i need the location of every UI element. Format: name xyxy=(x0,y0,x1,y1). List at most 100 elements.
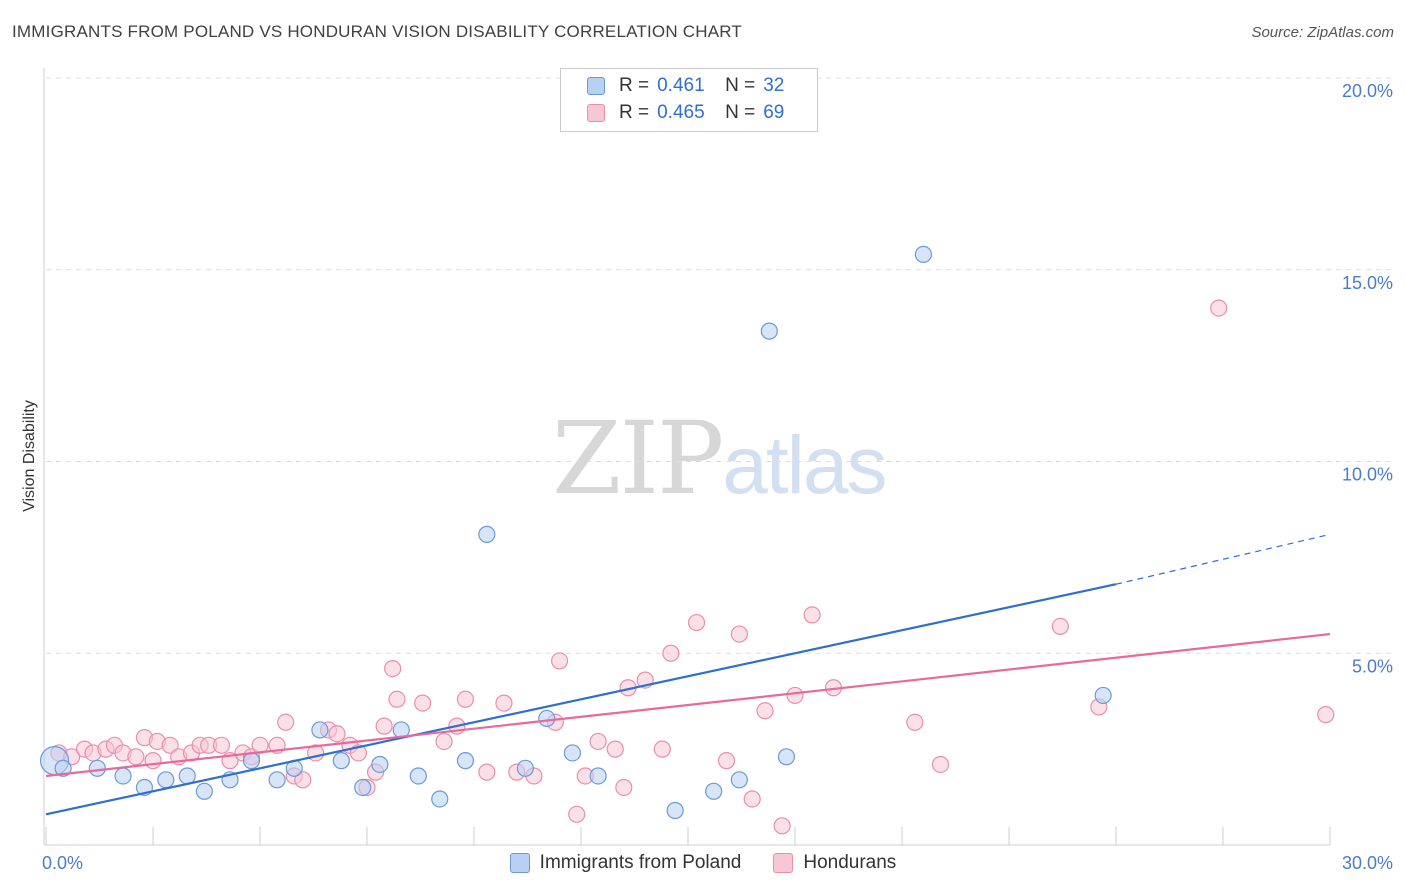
point-hondurans[interactable] xyxy=(803,606,821,624)
point-poland[interactable] xyxy=(730,771,748,789)
point-poland[interactable] xyxy=(777,748,796,766)
point-hondurans[interactable] xyxy=(1051,617,1069,636)
point-poland[interactable] xyxy=(666,801,684,820)
legend-label-hondurans: Hondurans xyxy=(803,852,897,873)
point-hondurans[interactable] xyxy=(384,659,402,678)
label-layer: 5.0% 10.0% 15.0% 20.0% 0.0% 30.0% Vision Disab… xyxy=(21,81,1393,873)
point-poland[interactable] xyxy=(371,755,389,774)
grid-layer xyxy=(46,77,1396,654)
point-poland[interactable] xyxy=(311,721,329,739)
point-poland[interactable] xyxy=(456,752,475,770)
y-tick-label: 10.0% xyxy=(1342,465,1393,485)
watermark-zip: ZIP xyxy=(552,400,724,517)
point-poland[interactable] xyxy=(114,767,132,785)
point-hondurans[interactable] xyxy=(478,763,496,781)
legend-swatch-hondurans xyxy=(773,853,794,873)
point-poland[interactable] xyxy=(1094,686,1112,705)
point-hondurans[interactable] xyxy=(127,748,145,766)
legend-n-value: 69 xyxy=(763,102,785,123)
series-legend: Immigrants from Poland Hondurans xyxy=(0,852,1406,874)
point-poland[interactable] xyxy=(538,709,556,728)
legend-swatch-hondurans xyxy=(587,104,605,122)
point-hondurans[interactable] xyxy=(495,694,513,712)
legend-r-label: R = xyxy=(619,75,650,96)
y-tick-label: 15.0% xyxy=(1342,273,1393,293)
point-hondurans[interactable] xyxy=(212,736,231,754)
point-hondurans[interactable] xyxy=(786,686,804,705)
point-poland[interactable] xyxy=(54,759,72,777)
watermark: ZIPatlas xyxy=(552,400,888,517)
legend-n-label: N = xyxy=(725,75,756,96)
point-poland[interactable] xyxy=(332,752,350,770)
point-poland[interactable] xyxy=(760,322,778,340)
point-hondurans[interactable] xyxy=(435,732,453,751)
point-hondurans[interactable] xyxy=(743,790,761,808)
point-poland[interactable] xyxy=(178,767,196,785)
legend-item-hondurans[interactable]: Hondurans xyxy=(773,852,896,874)
point-poland[interactable] xyxy=(563,744,582,762)
point-poland[interactable] xyxy=(195,782,213,800)
point-hondurans[interactable] xyxy=(589,732,607,751)
trendline-poland-extension xyxy=(1115,533,1331,585)
point-hondurans[interactable] xyxy=(687,613,706,632)
point-hondurans[interactable] xyxy=(294,771,312,789)
point-hondurans[interactable] xyxy=(717,752,736,770)
correlation-legend: R = 0.461 N = 32 R = 0.465 N = 69 xyxy=(560,68,818,132)
point-hondurans[interactable] xyxy=(161,736,179,754)
point-poland[interactable] xyxy=(478,525,496,543)
legend-swatch-poland xyxy=(509,853,530,873)
legend-r-value: 0.465 xyxy=(657,102,705,123)
legend-label-poland: Immigrants from Poland xyxy=(539,852,742,873)
legend-item-poland[interactable]: Immigrants from Poland xyxy=(509,852,742,874)
watermark-atlas: atlas xyxy=(722,420,887,511)
points-layer xyxy=(39,245,1335,835)
source-label: Source: ZipAtlas.com xyxy=(1251,24,1394,41)
trendline-poland xyxy=(45,583,1117,816)
point-hondurans[interactable] xyxy=(606,740,624,758)
point-poland[interactable] xyxy=(268,771,286,789)
point-hondurans[interactable] xyxy=(1317,706,1335,724)
chart-title: IMMIGRANTS FROM POLAND VS HONDURAN VISIO… xyxy=(12,22,742,41)
point-poland[interactable] xyxy=(354,778,372,797)
point-poland[interactable] xyxy=(242,752,261,770)
point-poland[interactable] xyxy=(157,771,175,789)
point-poland[interactable] xyxy=(914,245,933,264)
legend-row-poland: R = 0.461 N = 32 xyxy=(587,73,784,99)
point-hondurans[interactable] xyxy=(328,725,346,743)
axis-layer xyxy=(43,68,1331,846)
legend-r-label: R = xyxy=(619,102,650,123)
point-hondurans[interactable] xyxy=(375,717,393,735)
legend-r-value: 0.461 xyxy=(657,75,705,96)
point-hondurans[interactable] xyxy=(277,713,295,731)
point-poland[interactable] xyxy=(516,759,534,777)
point-poland[interactable] xyxy=(409,767,427,785)
point-hondurans[interactable] xyxy=(931,755,950,774)
point-hondurans[interactable] xyxy=(414,694,432,712)
legend-n-label: N = xyxy=(725,102,756,123)
point-hondurans[interactable] xyxy=(653,740,671,758)
point-hondurans[interactable] xyxy=(144,752,162,770)
legend-swatch-poland xyxy=(587,77,605,95)
point-poland[interactable] xyxy=(431,790,449,808)
x-tick-label-min: 0.0% xyxy=(42,853,83,873)
point-hondurans[interactable] xyxy=(568,805,586,823)
x-tick-label-max: 30.0% xyxy=(1342,853,1393,873)
point-poland[interactable] xyxy=(705,782,723,800)
legend-n-value: 32 xyxy=(763,75,785,96)
point-hondurans[interactable] xyxy=(906,713,924,731)
point-hondurans[interactable] xyxy=(550,652,569,670)
point-poland[interactable] xyxy=(88,759,106,777)
trend-layer xyxy=(45,533,1331,816)
point-hondurans[interactable] xyxy=(456,690,475,708)
point-hondurans[interactable] xyxy=(773,817,791,835)
point-poland[interactable] xyxy=(589,767,607,785)
point-hondurans[interactable] xyxy=(730,625,748,643)
point-hondurans[interactable] xyxy=(1210,299,1228,317)
point-hondurans[interactable] xyxy=(756,702,774,720)
point-hondurans[interactable] xyxy=(388,690,406,708)
trendline-hondurans xyxy=(45,632,1331,778)
y-axis-title: Vision Disability xyxy=(21,400,38,512)
point-hondurans[interactable] xyxy=(662,644,680,662)
point-hondurans[interactable] xyxy=(615,778,633,797)
